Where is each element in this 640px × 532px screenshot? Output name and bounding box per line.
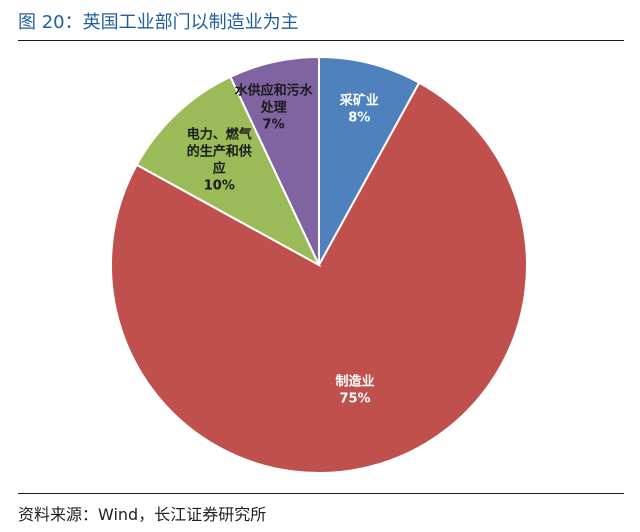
pie-slice — [229, 55, 320, 266]
slice-data-label: 采矿业 8% — [339, 92, 379, 125]
source-divider — [18, 493, 624, 494]
slice-data-label: 电力、燃气的生产和供应 10% — [187, 126, 252, 193]
source-note: 资料来源：Wind，长江证券研究所 — [18, 505, 267, 524]
slice-data-label: 制造业 75% — [335, 373, 374, 406]
slice-data-label: 水供应和污水处理 7% — [235, 83, 314, 133]
figure-title: 图 20：英国工业部门以制造业为主 — [18, 12, 299, 33]
pie-slice — [110, 81, 528, 475]
title-divider — [18, 40, 624, 41]
pie-slice — [135, 75, 322, 268]
pie-slice — [318, 55, 421, 266]
